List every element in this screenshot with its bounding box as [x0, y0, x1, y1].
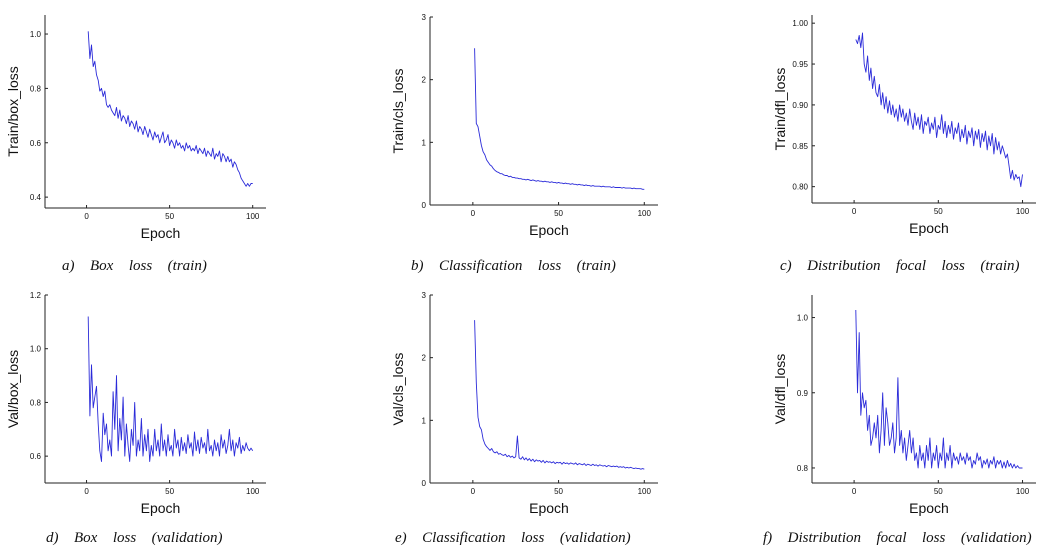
x-tick-label-e-2: 100 [638, 487, 652, 496]
y-tick-label-e-2: 2 [422, 354, 427, 363]
y-axis-title-a: Train/box_loss [5, 66, 21, 157]
caption-d: d) Box loss (validation) [46, 530, 223, 546]
x-tick-label-c-0: 0 [852, 207, 857, 216]
y-axis-title-e: Val/cls_loss [390, 353, 406, 426]
y-axis-title-c: Train/dfl_loss [772, 68, 788, 151]
x-tick-label-f-2: 100 [1016, 487, 1030, 496]
y-tick-label-f-1: 0.9 [797, 389, 809, 398]
series-line-b [474, 48, 645, 190]
x-tick-label-e-1: 50 [554, 487, 563, 496]
x-tick-label-e-0: 0 [471, 487, 476, 496]
chart-a: 0.4 0.6 0.8 1.0 0 50 100 Epoch Train/box_loss [5, 15, 266, 241]
y-tick-label-a-1: 0.6 [30, 139, 42, 148]
caption-e: e) Classification loss (validation) [395, 530, 631, 546]
y-tick-label-e-3: 3 [422, 291, 427, 300]
y-tick-label-b-1: 1 [422, 138, 427, 147]
x-axis-title-c: Epoch [909, 220, 949, 236]
y-tick-label-c-1: 0.85 [792, 142, 808, 151]
y-tick-label-d-0: 0.6 [30, 452, 42, 461]
x-tick-label-f-1: 50 [934, 487, 943, 496]
series-line-d [87, 316, 254, 462]
y-tick-label-c-2: 0.90 [792, 101, 808, 110]
chart-c: 0.80 0.85 0.90 0.95 1.00 0 50 100 Epoch Train/dfl… [772, 15, 1036, 236]
x-axis-title-d: Epoch [141, 500, 181, 516]
chart-d: 0.6 0.8 1.0 1.2 0 50 100 Epoch Val/box_loss [5, 291, 266, 516]
caption-b: b) Classification loss (train) [411, 258, 616, 274]
y-tick-label-a-0: 0.4 [30, 193, 42, 202]
x-axis-title-b: Epoch [529, 222, 569, 238]
x-axis-title-a: Epoch [141, 225, 181, 241]
y-tick-label-d-2: 1.0 [30, 345, 42, 354]
x-tick-label-d-0: 0 [84, 487, 89, 496]
x-tick-label-b-0: 0 [471, 209, 476, 218]
y-tick-label-e-0: 0 [422, 479, 427, 488]
x-tick-label-c-1: 50 [934, 207, 943, 216]
y-tick-label-b-2: 2 [422, 76, 427, 85]
chart-e: 0 1 2 3 0 50 100 Epoch Val/cls_loss [390, 291, 658, 516]
y-axis-title-b: Train/cls_loss [390, 68, 406, 153]
y-tick-label-d-3: 1.2 [30, 291, 42, 300]
x-tick-label-c-2: 100 [1016, 207, 1030, 216]
series-line-c [855, 32, 1023, 188]
x-axis-title-f: Epoch [909, 500, 949, 516]
x-tick-label-b-1: 50 [554, 209, 563, 218]
caption-f: f) Distribution focal loss (validation) [763, 530, 1032, 546]
x-tick-label-f-0: 0 [852, 487, 857, 496]
chart-b: 0 1 2 3 0 50 100 Epoch Train/cls_loss [390, 13, 658, 238]
x-tick-label-d-2: 100 [246, 487, 260, 496]
y-tick-label-a-2: 0.8 [30, 84, 42, 93]
y-tick-label-d-1: 0.8 [30, 398, 42, 407]
y-tick-label-e-1: 1 [422, 416, 427, 425]
y-tick-label-b-0: 0 [422, 201, 427, 210]
series-line-a [87, 31, 253, 187]
caption-a: a) Box loss (train) [62, 258, 207, 274]
x-tick-label-a-1: 50 [165, 212, 174, 221]
x-tick-label-b-2: 100 [638, 209, 652, 218]
caption-c: c) Distribution focal loss (train) [780, 258, 1020, 274]
x-tick-label-a-0: 0 [84, 212, 89, 221]
x-axis-title-e: Epoch [529, 500, 569, 516]
chart-f: 0.8 0.9 1.0 0 50 100 Epoch Val/dfl_loss [772, 295, 1036, 516]
y-tick-label-c-0: 0.80 [792, 183, 808, 192]
series-line-e [474, 320, 645, 470]
y-axis-title-f: Val/dfl_loss [772, 354, 788, 425]
y-tick-label-b-3: 3 [422, 13, 427, 22]
series-line-f [855, 309, 1023, 469]
y-tick-label-f-0: 0.8 [797, 464, 809, 473]
x-tick-label-a-2: 100 [246, 212, 260, 221]
y-tick-label-a-3: 1.0 [30, 30, 42, 39]
y-axis-title-d: Val/box_loss [5, 350, 21, 428]
x-tick-label-d-1: 50 [165, 487, 174, 496]
y-tick-label-f-2: 1.0 [797, 314, 809, 323]
y-tick-label-c-3: 0.95 [792, 60, 808, 69]
y-tick-label-c-4: 1.00 [792, 19, 808, 28]
